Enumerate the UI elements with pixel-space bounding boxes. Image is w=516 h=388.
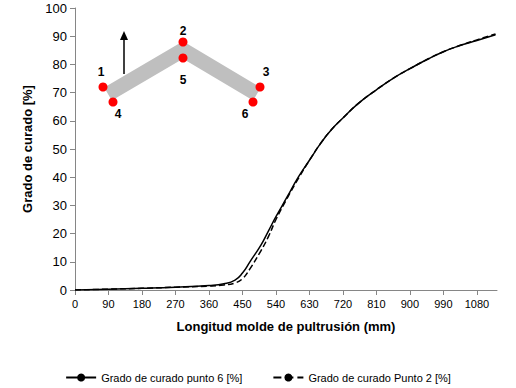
svg-text:450: 450 — [233, 298, 251, 310]
svg-text:3: 3 — [263, 65, 270, 79]
svg-text:90: 90 — [102, 298, 114, 310]
svg-text:1080: 1080 — [465, 298, 489, 310]
svg-text:990: 990 — [434, 298, 452, 310]
svg-text:630: 630 — [300, 298, 318, 310]
svg-text:1: 1 — [98, 65, 105, 79]
svg-text:10: 10 — [53, 254, 67, 269]
svg-text:20: 20 — [53, 226, 67, 241]
svg-text:810: 810 — [367, 298, 385, 310]
svg-text:40: 40 — [53, 170, 67, 185]
svg-text:90: 90 — [53, 29, 67, 44]
svg-text:270: 270 — [166, 298, 184, 310]
svg-text:Grado de curado [%]: Grado de curado [%] — [20, 85, 35, 213]
svg-text:2: 2 — [180, 24, 187, 38]
svg-text:4: 4 — [115, 107, 122, 121]
svg-text:80: 80 — [53, 57, 67, 72]
svg-text:30: 30 — [53, 198, 67, 213]
svg-text:50: 50 — [53, 142, 67, 157]
svg-text:70: 70 — [53, 85, 67, 100]
svg-text:60: 60 — [53, 113, 67, 128]
svg-text:0: 0 — [72, 298, 78, 310]
svg-text:Grado de curado Punto 2 [%]: Grado de curado Punto 2 [%] — [308, 372, 450, 384]
svg-text:720: 720 — [334, 298, 352, 310]
svg-text:5: 5 — [180, 73, 187, 87]
svg-text:540: 540 — [267, 298, 285, 310]
svg-text:900: 900 — [401, 298, 419, 310]
svg-text:Grado de curado punto 6 [%]: Grado de curado punto 6 [%] — [101, 372, 242, 384]
svg-text:Longitud molde de pultrusión (: Longitud molde de pultrusión (mm) — [177, 319, 396, 334]
svg-text:0: 0 — [60, 283, 67, 298]
svg-text:180: 180 — [133, 298, 151, 310]
svg-text:360: 360 — [200, 298, 218, 310]
svg-text:6: 6 — [242, 107, 249, 121]
svg-text:100: 100 — [45, 1, 67, 16]
